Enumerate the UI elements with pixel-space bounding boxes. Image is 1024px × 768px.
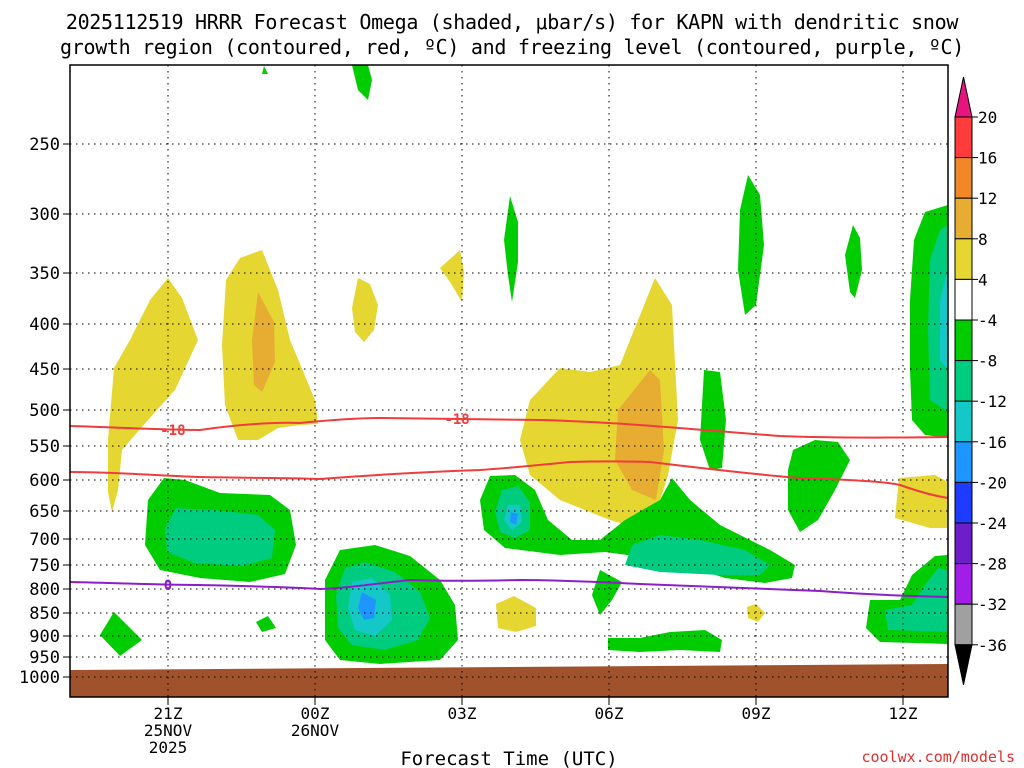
colorbar-swatch [954, 319, 973, 362]
colorbar-label: -20 [978, 473, 1007, 492]
colorbar-label: -28 [978, 555, 1007, 574]
omega-region-negative-4 [256, 616, 276, 632]
colorbar-label: -16 [978, 433, 1007, 452]
colorbar-label: -4 [978, 311, 997, 330]
plot-frame [69, 64, 949, 698]
colorbar-label: -12 [978, 392, 1007, 411]
omega-region-positive-4 [496, 596, 536, 632]
ground-terrain [70, 664, 948, 697]
dotted-grid [70, 65, 948, 697]
colorbar-swatch [954, 400, 973, 443]
colorbar-label: -36 [978, 636, 1007, 655]
colorbar-swatch [954, 116, 973, 159]
colorbar-label: 16 [978, 149, 997, 168]
y-tick-label: 250 [29, 135, 60, 155]
omega-region-positive-4 [352, 278, 378, 342]
colorbar-swatch [954, 522, 973, 565]
chart-title-line1: 2025112519 HRRR Forecast Omega (shaded, … [65, 10, 959, 34]
y-tick-label: 600 [29, 471, 60, 491]
omega-shading-layer [70, 65, 948, 697]
colorbar-label: -24 [978, 514, 1007, 533]
y-tick-label: 700 [29, 530, 60, 550]
contour-label-dgz-top: -18 [444, 412, 469, 428]
omega-region-negative-4 [352, 65, 372, 100]
y-tick-label: 900 [29, 627, 60, 647]
omega-region-positive-12 [615, 370, 664, 500]
colorbar-label: -8 [978, 352, 997, 371]
credit-text: coolwx.com/models [861, 748, 1015, 766]
y-tick-label: 300 [29, 205, 60, 225]
omega-region-positive-4 [108, 278, 198, 512]
x-tick-label: 2025 [149, 738, 188, 757]
omega-region-negative-4 [700, 370, 726, 470]
colorbar-label: 4 [978, 270, 988, 289]
omega-region-negative-8 [928, 225, 948, 412]
omega-region-negative-4 [788, 440, 850, 532]
contour-dgz-bottom [70, 460, 948, 499]
colorbar-label: 8 [978, 230, 988, 249]
contour-labels: -18 -18 0 [160, 412, 469, 594]
omega-region-positive-4 [440, 250, 464, 302]
omega-region-negative-4 [608, 630, 722, 652]
contour-label-freezing-level: 0 [164, 578, 172, 594]
omega-region-negative-16 [510, 512, 518, 525]
x-tick-label: 12Z [889, 704, 918, 723]
contour-dgz-top [70, 416, 948, 439]
colorbar-top-arrow [954, 76, 973, 118]
colorbar-swatch [954, 238, 973, 280]
x-tick-label: 09Z [742, 704, 771, 723]
colorbar: 20 16 12 8 4 -4 -8 -12 -16 -20 -24 -28 -32 -36 [954, 76, 1007, 685]
omega-region-negative-8 [885, 568, 948, 632]
x-axis-title: Forecast Time (UTC) [400, 748, 617, 768]
omega-region-negative-4 [592, 570, 622, 615]
chart-title-line2: growth region (contoured, red, ºC) and f… [59, 35, 965, 59]
colorbar-swatch [954, 603, 973, 646]
omega-region-negative-4 [504, 196, 518, 302]
contour-label-dgz-top: -18 [160, 423, 185, 439]
y-tick-label: 650 [29, 502, 60, 522]
contour-freezing-level [70, 578, 948, 598]
colorbar-swatch [954, 481, 973, 524]
y-tick-label: 850 [29, 604, 60, 624]
y-tick-label: 500 [29, 401, 60, 421]
colorbar-label: 20 [978, 108, 997, 127]
y-tick-label: 1000 [19, 668, 60, 688]
colorbar-swatch [954, 441, 973, 483]
x-tick-label: 26NOV [291, 721, 340, 740]
colorbar-label: -32 [978, 595, 1007, 614]
colorbar-swatch [954, 360, 973, 402]
omega-region-negative-4 [262, 66, 268, 74]
omega-region-negative-12 [940, 270, 948, 370]
colorbar-swatch [954, 278, 973, 321]
x-tick-label: 00Z [301, 704, 330, 723]
y-tick-label: 950 [29, 648, 60, 668]
x-tick-label: 25NOV [144, 721, 193, 740]
colorbar-bottom-arrow [954, 644, 973, 685]
y-tick-label: 750 [29, 556, 60, 576]
omega-region-negative-8 [625, 535, 770, 575]
y-tick-label: 800 [29, 580, 60, 600]
colorbar-swatch [954, 197, 973, 240]
omega-region-positive-4 [747, 604, 765, 622]
x-tick-label: 21Z [154, 704, 183, 723]
y-axis: 250 300 350 400 450 500 550 600 650 700 750 800 850 9… [19, 135, 70, 688]
colorbar-swatch [954, 563, 973, 605]
y-tick-label: 350 [29, 264, 60, 284]
omega-region-positive-12 [252, 292, 275, 392]
omega-region-negative-4 [845, 225, 862, 298]
x-tick-label: 03Z [448, 704, 477, 723]
omega-region-positive-4 [895, 475, 948, 528]
y-tick-label: 400 [29, 315, 60, 335]
colorbar-label: 12 [978, 189, 997, 208]
y-tick-label: 550 [29, 437, 60, 457]
temperature-contours [70, 416, 948, 598]
colorbar-swatch [954, 157, 973, 199]
omega-region-negative-4 [738, 175, 764, 315]
y-tick-label: 450 [29, 360, 60, 380]
omega-region-negative-8 [165, 508, 275, 566]
omega-region-negative-4 [100, 612, 142, 656]
x-tick-label: 06Z [595, 704, 624, 723]
